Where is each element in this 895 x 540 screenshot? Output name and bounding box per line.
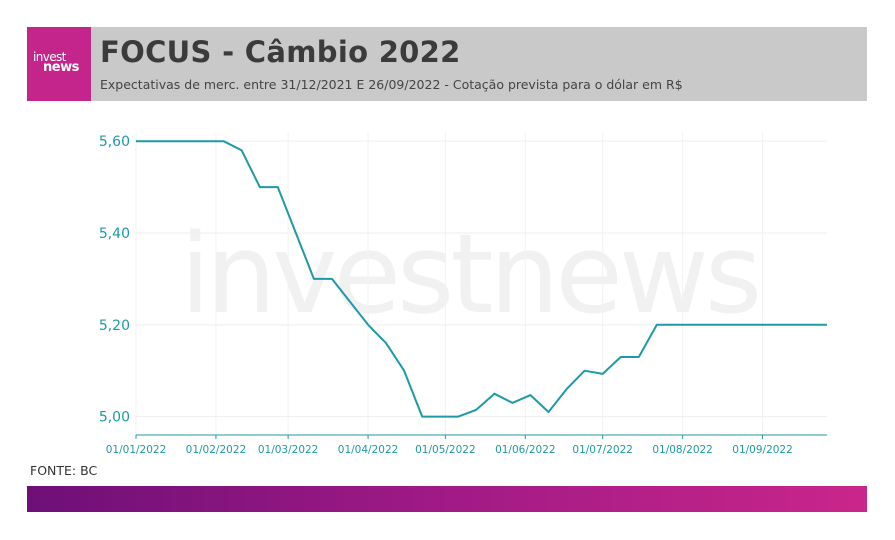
x-tick-label: 01/07/2022 [572, 444, 633, 456]
y-tick-label: 5,00 [99, 410, 130, 426]
grid-lines [135, 132, 827, 435]
y-tick-label: 5,20 [99, 318, 130, 334]
y-tick-label: 5,60 [99, 134, 130, 150]
axes: 5,00 5,20 5,40 5,60 01/01/2022 01/02/2022 01/0… [99, 134, 827, 456]
x-tick-label: 01/06/2022 [495, 444, 556, 456]
y-tick-label: 5,40 [99, 226, 130, 242]
x-tick-label: 01/09/2022 [732, 444, 793, 456]
chart-subtitle: Expectativas de merc. entre 31/12/2021 E… [100, 77, 683, 92]
x-tick-label: 01/04/2022 [338, 444, 399, 456]
logo-text-bottom: news [43, 60, 79, 75]
x-tick-label: 01/08/2022 [652, 444, 713, 456]
investnews-logo: invest news [27, 27, 91, 101]
series-line [136, 140, 827, 418]
watermark: investnews [180, 210, 758, 338]
x-tick-label: 01/01/2022 [106, 444, 167, 456]
footer-gradient-bar [27, 486, 867, 512]
x-tick-label: 01/05/2022 [415, 444, 476, 456]
x-tick-label: 01/03/2022 [258, 444, 319, 456]
source-note: FONTE: BC [30, 463, 98, 478]
series-layer [136, 140, 827, 418]
logo-text-top: invest [33, 50, 66, 64]
chart-header: invest news FOCUS - Câmbio 2022 Expectat… [27, 27, 867, 101]
chart-title: FOCUS - Câmbio 2022 [100, 35, 461, 69]
x-tick-label: 01/02/2022 [186, 444, 247, 456]
